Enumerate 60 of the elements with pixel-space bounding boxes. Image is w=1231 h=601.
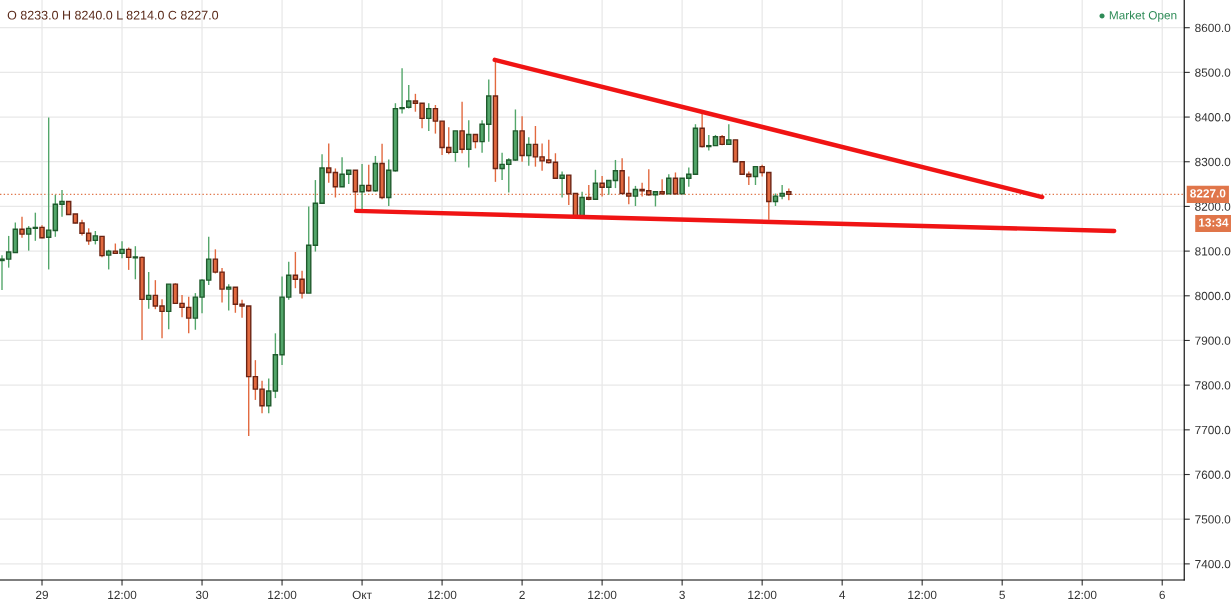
x-tick-label: 6 bbox=[1159, 590, 1165, 600]
y-tick-label: 7400.0 bbox=[1195, 559, 1231, 569]
x-tick-label: Окт bbox=[352, 590, 372, 600]
x-tick-label: 2 bbox=[519, 590, 525, 599]
candlestick bbox=[465, 119, 472, 169]
candlestick bbox=[559, 170, 565, 199]
y-tick-label: 7800.0 bbox=[1195, 381, 1231, 390]
candlestick bbox=[225, 283, 232, 312]
x-tick-label: 4 bbox=[839, 590, 846, 599]
candlestick bbox=[125, 246, 132, 271]
x-tick-label: 12:00 bbox=[748, 590, 777, 600]
y-tick-label: 7700.0 bbox=[1195, 425, 1231, 435]
y-tick-label: 7500.0 bbox=[1195, 515, 1231, 524]
candlestick bbox=[425, 102, 432, 132]
candlestick bbox=[459, 101, 465, 154]
x-tick-label: 12:00 bbox=[268, 590, 297, 600]
candlestick bbox=[579, 190, 585, 217]
x-tick-label: 12:00 bbox=[1068, 590, 1097, 600]
y-tick-label: 8600.0 bbox=[1195, 23, 1231, 33]
text: 13:34 bbox=[1199, 218, 1229, 227]
candlestick bbox=[526, 136, 532, 167]
candlestick bbox=[452, 130, 459, 163]
x-tick-label: 30 bbox=[195, 590, 209, 600]
candlestick bbox=[672, 171, 679, 196]
candlestick bbox=[25, 225, 32, 252]
x-tick-label: 29 bbox=[36, 590, 49, 600]
x-tick-label: 12:00 bbox=[588, 590, 617, 600]
y-tick-label: 8000.0 bbox=[1195, 291, 1231, 301]
x-tick-label: 12:00 bbox=[428, 590, 457, 600]
y-tick-label: 8500.0 bbox=[1195, 68, 1231, 77]
candlestick bbox=[659, 178, 665, 196]
candlestick bbox=[599, 175, 605, 198]
candlestick bbox=[12, 221, 19, 254]
candlestick bbox=[726, 123, 732, 146]
candlestick bbox=[265, 377, 272, 414]
x-tick-label: 12:00 bbox=[908, 590, 937, 600]
y-tick-label: 7600.0 bbox=[1195, 470, 1231, 479]
candlestick bbox=[752, 165, 759, 186]
candlestick bbox=[592, 169, 599, 200]
y-tick-label: 8200.0 bbox=[1195, 202, 1231, 211]
candlestick bbox=[359, 163, 365, 211]
ref-line-label: 8227.0 bbox=[1190, 189, 1226, 198]
candlestick bbox=[32, 211, 39, 242]
x-tick-label: 5 bbox=[999, 590, 1005, 600]
y-tick-label: 8400.0 bbox=[1195, 113, 1231, 122]
candlestick bbox=[119, 240, 125, 259]
annotation: O 8233.0 H 8240.0 L 8214.0 C 8227.0 bbox=[7, 10, 219, 20]
x-tick-label: 3 bbox=[679, 590, 685, 600]
candlestick bbox=[632, 185, 639, 207]
candlestick bbox=[132, 245, 139, 280]
annotation: ● Market Open bbox=[1099, 10, 1177, 22]
candlestick bbox=[19, 216, 25, 239]
x-tick-label: 12:00 bbox=[108, 590, 137, 600]
candlestick bbox=[666, 173, 672, 195]
y-tick-label: 7900.0 bbox=[1195, 336, 1231, 345]
candlestick bbox=[325, 142, 332, 184]
y-tick-label: 8100.0 bbox=[1195, 247, 1231, 256]
y-tick-label: 8300.0 bbox=[1195, 157, 1231, 167]
candlestick bbox=[45, 116, 52, 271]
candlestick bbox=[99, 235, 105, 259]
